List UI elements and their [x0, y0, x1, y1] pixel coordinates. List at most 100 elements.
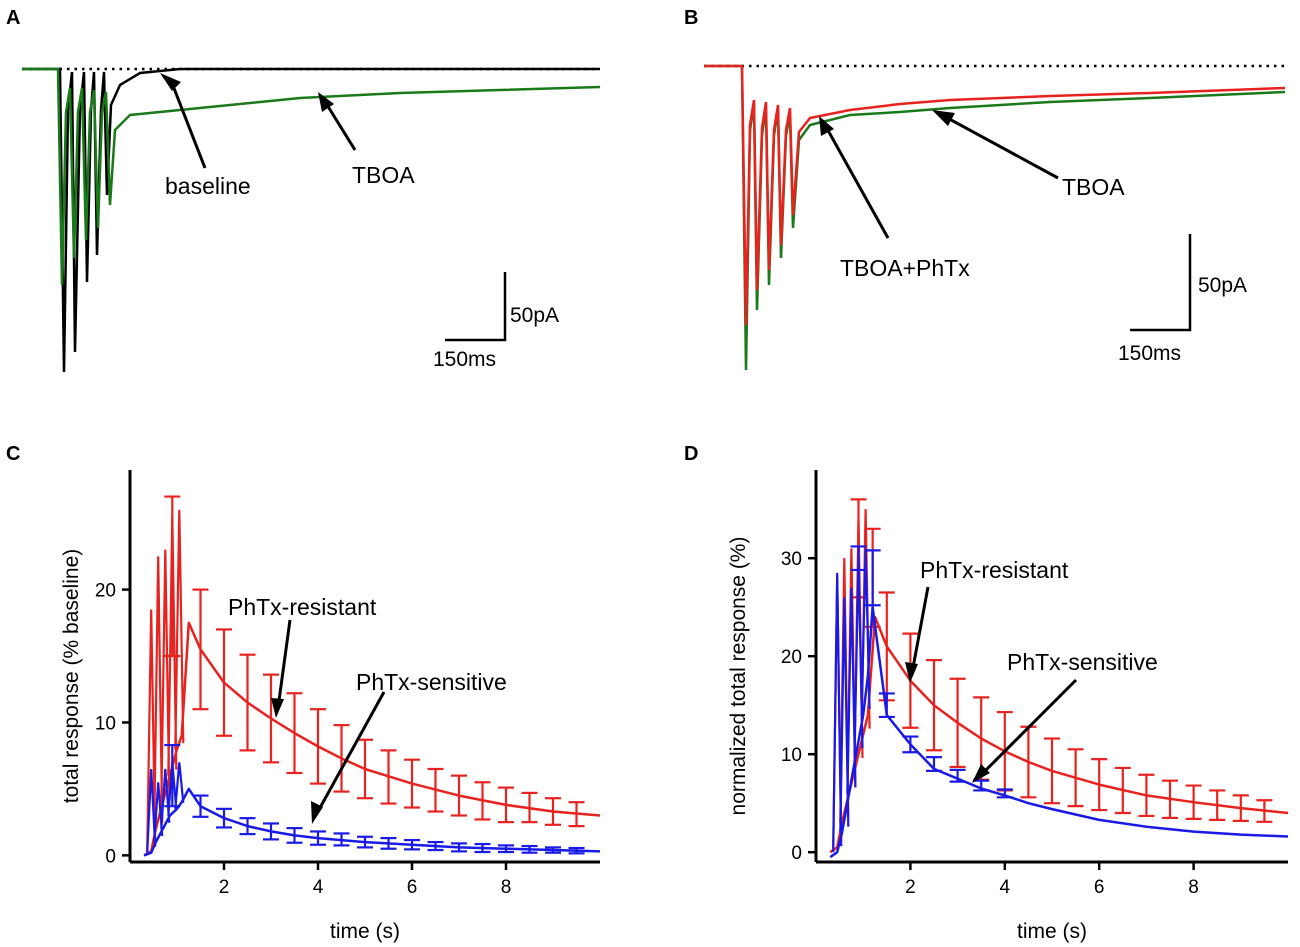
errorbar-phtx-sensitive	[545, 846, 561, 854]
y-tick-label: 0	[105, 846, 116, 867]
series-spike-phtx-sensitive	[846, 587, 857, 794]
series-spike-phtx-sensitive	[860, 548, 871, 716]
x-tick-label: 4	[1000, 877, 1011, 898]
errorbar-phtx-resistant	[1091, 757, 1108, 812]
errorbar-phtx-sensitive	[404, 838, 420, 851]
errorbar-phtx-sensitive	[949, 768, 966, 783]
errorbar-phtx-resistant	[404, 758, 420, 809]
errorbar-phtx-resistant	[1067, 748, 1084, 808]
series-spike-phtx-sensitive	[153, 782, 164, 843]
x-axis-label: time (s)	[330, 920, 400, 943]
errorbar-phtx-resistant	[357, 738, 373, 800]
x-tick-label: 6	[1094, 877, 1105, 898]
x-tick-label: 4	[313, 877, 324, 898]
series-spike-phtx-resistant	[153, 556, 164, 829]
y-axis-label: normalized total response (%)	[727, 537, 750, 816]
panel-a-scale-time: 150ms	[433, 348, 496, 371]
annotation-tboa-phtx: TBOA+PhTx	[840, 255, 970, 281]
x-axis-label: time (s)	[1017, 920, 1087, 943]
errorbar-phtx-sensitive	[310, 830, 326, 846]
y-tick-label: 20	[781, 647, 802, 668]
errorbar-phtx-resistant	[380, 749, 397, 805]
panel-a-label: A	[6, 7, 20, 29]
errorbar-phtx-resistant	[1162, 779, 1178, 820]
errorbar-phtx-sensitive	[357, 835, 373, 849]
errorbar-phtx-resistant	[545, 797, 561, 826]
errorbar-phtx-sensitive	[474, 842, 491, 854]
errorbar-phtx-sensitive	[498, 844, 514, 854]
y-tick-label: 30	[781, 549, 802, 570]
errorbar-phtx-resistant	[1209, 789, 1226, 821]
errorbar-phtx-resistant	[1256, 799, 1273, 823]
errorbar-phtx-sensitive	[521, 844, 538, 854]
errorbar-phtx-resistant	[498, 786, 514, 824]
panel-b-scale-time: 150ms	[1118, 342, 1181, 365]
panel-c-label: C	[6, 443, 20, 465]
errorbar-phtx-sensitive	[451, 842, 467, 853]
series-spike-phtx-sensitive	[160, 768, 171, 829]
errorbar-phtx-resistant	[263, 673, 279, 764]
errorbar-phtx-resistant	[192, 588, 209, 711]
errorbar-phtx-sensitive	[164, 743, 181, 808]
errorbar-phtx-resistant	[926, 659, 942, 752]
panel-b-scale-bar	[1130, 234, 1192, 332]
chart-d: 2 4 6 8 0 10 20 30 time (s) normalized total resp…	[727, 470, 1289, 943]
y-tick-label: 10	[95, 713, 116, 734]
errorbar-phtx-resistant	[239, 653, 256, 752]
errorbar-phtx-resistant	[333, 724, 350, 793]
annotation-phtx-resistant: PhTx-resistant	[228, 594, 377, 620]
annotation-tboa-a: TBOA	[352, 162, 415, 188]
x-tick-label: 6	[407, 877, 418, 898]
annotation-phtx-sensitive: PhTx-sensitive	[1007, 649, 1158, 675]
x-tick-label: 2	[219, 877, 230, 898]
series-spike-phtx-sensitive	[853, 558, 864, 755]
panel-a-scale-bar	[445, 272, 507, 342]
panel-a-baseline-arrow	[160, 73, 207, 169]
series-spike-phtx-resistant	[174, 509, 185, 750]
panel-d-sensitive-arrow	[972, 678, 1078, 783]
series-spike-phtx-sensitive	[832, 572, 843, 853]
panel-a-tboa-arrow	[318, 92, 357, 151]
errorbar-phtx-resistant	[521, 791, 538, 824]
y-tick-label: 10	[781, 745, 802, 766]
errorbar-phtx-resistant	[451, 774, 467, 817]
series-spike-phtx-resistant	[160, 549, 171, 803]
errorbar-phtx-sensitive	[427, 840, 444, 852]
errorbar-phtx-resistant	[1232, 794, 1249, 822]
errorbar-phtx-sensitive	[192, 794, 209, 818]
errorbar-phtx-sensitive	[902, 735, 919, 754]
annotation-phtx-resistant: PhTx-resistant	[920, 557, 1069, 583]
y-tick-label: 0	[791, 843, 802, 864]
errorbar-phtx-sensitive	[263, 822, 279, 841]
errorbar-phtx-resistant	[1185, 784, 1202, 820]
errorbar-phtx-resistant	[164, 495, 181, 658]
series-spike-phtx-sensitive	[146, 768, 157, 853]
panel-c: C 2 4 6 8 0 10 20 time (s) total response (% bas…	[6, 443, 601, 943]
panel-a-tboa-trace	[22, 67, 601, 286]
series-spike-phtx-sensitive	[174, 762, 185, 809]
errorbar-phtx-resistant	[949, 677, 966, 769]
y-axis-label: total response (% baseline)	[60, 549, 83, 803]
annotation-phtx-sensitive: PhTx-sensitive	[356, 669, 507, 695]
x-tick-label: 8	[501, 877, 512, 898]
panel-c-sensitive-arrow	[311, 691, 386, 824]
panel-b-tboa-arrow	[932, 110, 1059, 180]
chart-c: 2 4 6 8 0 10 20 time (s) total response (% basel…	[60, 470, 601, 943]
errorbar-phtx-sensitive	[239, 817, 256, 836]
panel-d-label: D	[684, 443, 698, 465]
errorbar-phtx-sensitive	[286, 827, 303, 844]
panel-b-phtx-arrow	[819, 116, 890, 239]
annotation-tboa-b: TBOA	[1062, 174, 1125, 200]
errorbar-phtx-resistant	[427, 767, 444, 813]
errorbar-phtx-sensitive	[568, 846, 585, 855]
panel-a-scale-current: 50pA	[510, 304, 559, 327]
annotation-baseline: baseline	[165, 173, 251, 199]
panel-d: D 2 4 6 8 0 10 20 30 time (s) normalized total re…	[684, 443, 1289, 943]
errorbar-phtx-sensitive	[926, 756, 942, 772]
errorbar-phtx-resistant	[878, 591, 895, 702]
errorbar-phtx-resistant	[1138, 773, 1155, 818]
errorbar-phtx-sensitive	[333, 832, 350, 847]
errorbar-phtx-sensitive	[878, 692, 895, 719]
errorbar-phtx-sensitive	[864, 549, 881, 607]
